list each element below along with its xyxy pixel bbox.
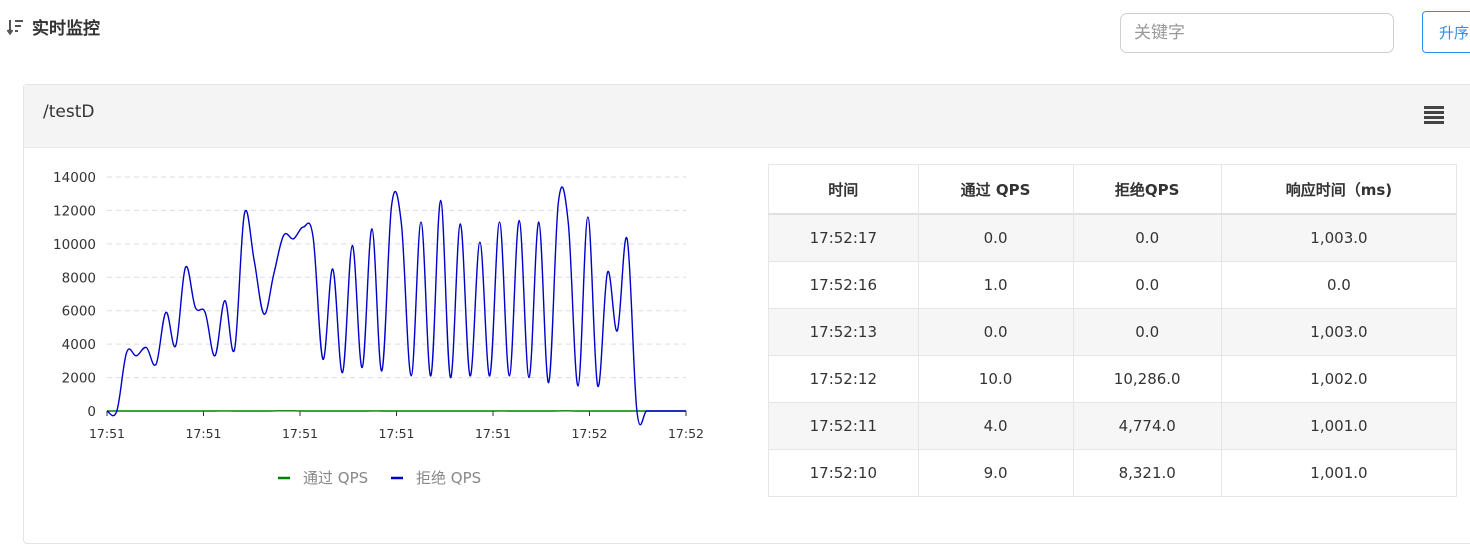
cell-pass-qps: 10.0 — [918, 356, 1073, 403]
y-tick-label: 2000 — [62, 371, 96, 387]
y-tick-label: 4000 — [62, 337, 96, 353]
cell-pass-qps: 0.0 — [918, 214, 1073, 262]
y-axis: 0 2000 4000 6000 8000 10000 12000 14000 — [53, 170, 96, 420]
cell-rt: 0.0 — [1221, 262, 1456, 309]
chart-legend[interactable]: 通过 QPS 拒绝 QPS — [278, 469, 481, 487]
qps-table: 时间 通过 QPS 拒绝QPS 响应时间（ms) 17:52:17 0.0 0.… — [768, 164, 1457, 497]
x-tick-label: 17:51 — [185, 426, 221, 441]
page-title: 实时监控 — [32, 14, 100, 39]
block-qps-line — [107, 187, 686, 425]
table-header-row: 时间 通过 QPS 拒绝QPS 响应时间（ms) — [769, 165, 1457, 215]
header-time: 时间 — [769, 165, 919, 215]
y-tick-label: 8000 — [62, 270, 96, 286]
cell-pass-qps: 9.0 — [918, 450, 1073, 497]
x-tick-label: 17:51 — [475, 426, 511, 441]
sort-icon — [6, 17, 26, 37]
menu-icon[interactable] — [1424, 106, 1444, 124]
cell-rt: 1,001.0 — [1221, 450, 1456, 497]
sort-ascending-button[interactable]: 升序 — [1422, 11, 1470, 53]
table-row: 17:52:11 4.0 4,774.0 1,001.0 — [769, 403, 1457, 450]
header-rt: 响应时间（ms) — [1221, 165, 1456, 215]
cell-block-qps: 0.0 — [1073, 309, 1221, 356]
x-tick-label: 17:52 — [571, 426, 607, 441]
header-pass-qps: 通过 QPS — [918, 165, 1073, 215]
cell-pass-qps: 1.0 — [918, 262, 1073, 309]
x-tick-label: 17:51 — [378, 426, 414, 441]
cell-block-qps: 0.0 — [1073, 214, 1221, 262]
x-tick-label: 17:51 — [89, 426, 125, 441]
y-tick-label: 0 — [87, 404, 96, 420]
header-block-qps: 拒绝QPS — [1073, 165, 1221, 215]
legend-label: 拒绝 QPS — [416, 469, 481, 487]
y-tick-label: 6000 — [62, 304, 96, 320]
cell-rt: 1,003.0 — [1221, 214, 1456, 262]
cell-time: 17:52:10 — [769, 450, 919, 497]
table-row: 17:52:13 0.0 0.0 1,003.0 — [769, 309, 1457, 356]
cell-rt: 1,002.0 — [1221, 356, 1456, 403]
x-tick-label: 17:51 — [282, 426, 318, 441]
cell-rt: 1,003.0 — [1221, 309, 1456, 356]
cell-time: 17:52:12 — [769, 356, 919, 403]
legend-label: 通过 QPS — [303, 469, 368, 487]
table-row: 17:52:17 0.0 0.0 1,003.0 — [769, 214, 1457, 262]
cell-time: 17:52:13 — [769, 309, 919, 356]
y-tick-label: 10000 — [53, 237, 96, 253]
resource-name: /testD — [43, 102, 94, 122]
title-group: 实时监控 — [6, 14, 100, 39]
cell-pass-qps: 0.0 — [918, 309, 1073, 356]
chart-grid — [107, 177, 686, 378]
x-axis: 17:51 17:51 17:51 17:51 17:51 17:52 17:52 — [89, 411, 704, 441]
table-row: 17:52:16 1.0 0.0 0.0 — [769, 262, 1457, 309]
cell-block-qps: 8,321.0 — [1073, 450, 1221, 497]
chart-series — [107, 187, 686, 425]
top-bar: 实时监控 升序 — [0, 0, 1470, 60]
cell-pass-qps: 4.0 — [918, 403, 1073, 450]
y-tick-label: 12000 — [53, 203, 96, 219]
table-row: 17:52:12 10.0 10,286.0 1,002.0 — [769, 356, 1457, 403]
search-input[interactable] — [1120, 13, 1394, 53]
x-tick-label: 17:52 — [668, 426, 704, 441]
cell-time: 17:52:17 — [769, 214, 919, 262]
table-row: 17:52:10 9.0 8,321.0 1,001.0 — [769, 450, 1457, 497]
cell-rt: 1,001.0 — [1221, 403, 1456, 450]
cell-block-qps: 10,286.0 — [1073, 356, 1221, 403]
y-tick-label: 14000 — [53, 170, 96, 186]
cell-block-qps: 0.0 — [1073, 262, 1221, 309]
cell-block-qps: 4,774.0 — [1073, 403, 1221, 450]
cell-time: 17:52:11 — [769, 403, 919, 450]
panel-header: /testD — [24, 85, 1470, 148]
cell-time: 17:52:16 — [769, 262, 919, 309]
